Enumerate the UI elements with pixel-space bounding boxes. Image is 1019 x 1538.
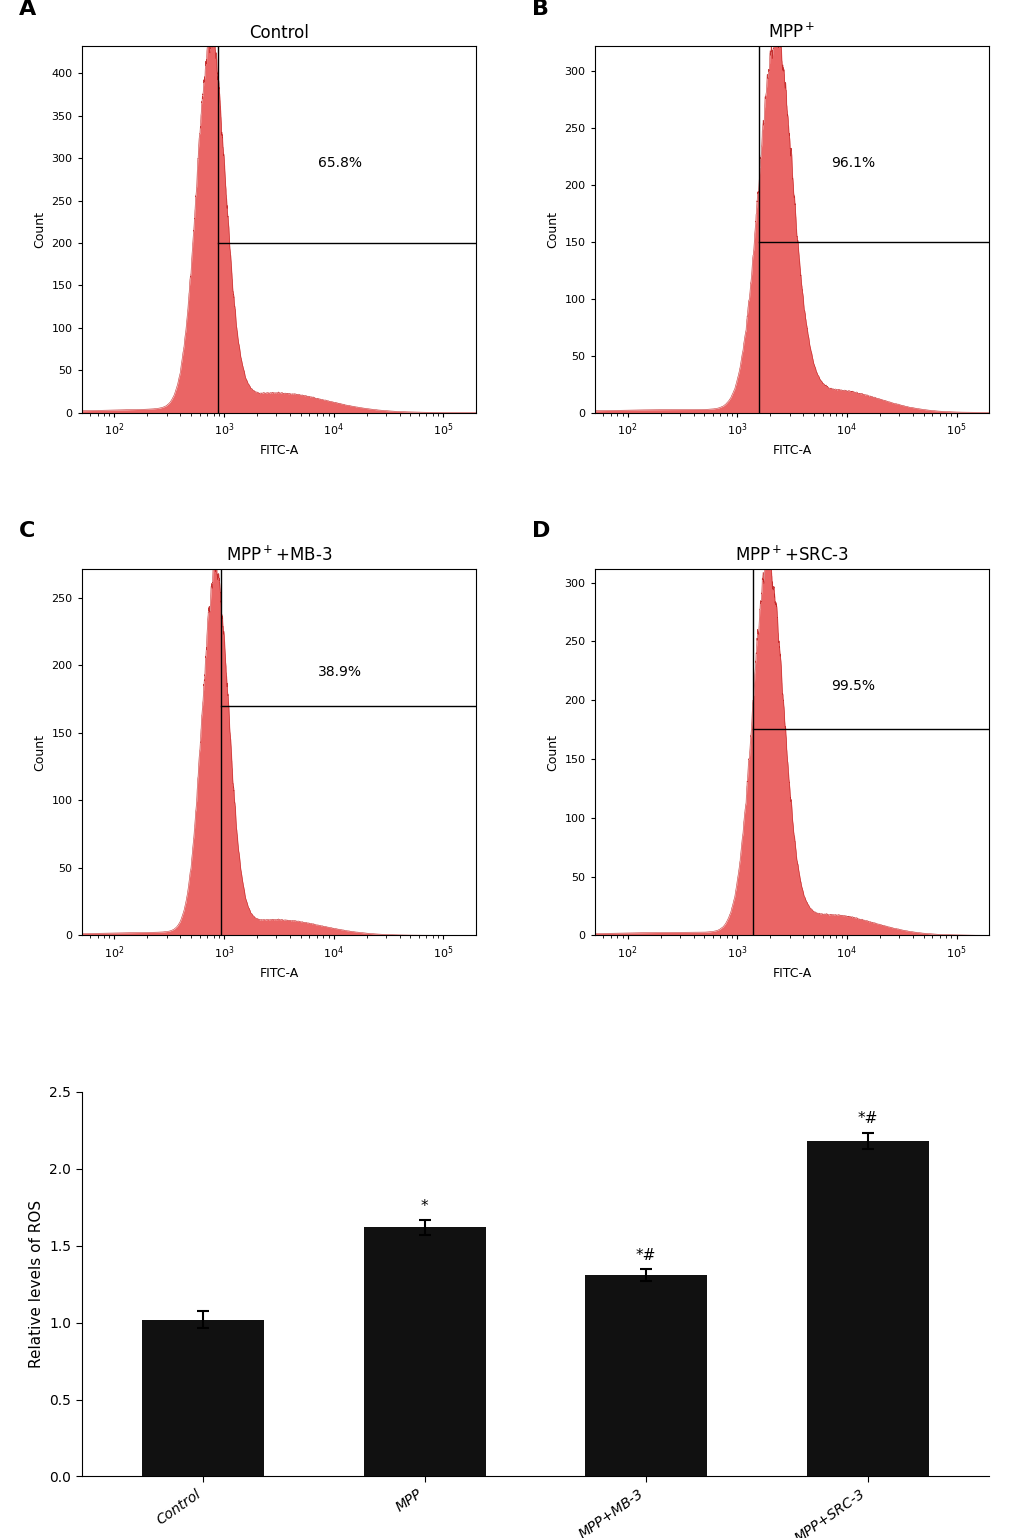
Text: A: A bbox=[18, 0, 36, 18]
X-axis label: FITC-A: FITC-A bbox=[259, 966, 299, 980]
X-axis label: FITC-A: FITC-A bbox=[771, 966, 811, 980]
Title: MPP$^+$+MB-3: MPP$^+$+MB-3 bbox=[225, 546, 332, 564]
Y-axis label: Count: Count bbox=[33, 734, 46, 771]
Text: C: C bbox=[18, 521, 35, 541]
Y-axis label: Count: Count bbox=[545, 734, 558, 771]
Text: 65.8%: 65.8% bbox=[318, 157, 362, 171]
Text: *: * bbox=[421, 1198, 428, 1213]
Text: D: D bbox=[531, 521, 549, 541]
Text: 38.9%: 38.9% bbox=[318, 664, 362, 678]
Y-axis label: Count: Count bbox=[33, 211, 46, 248]
Text: 99.5%: 99.5% bbox=[830, 680, 874, 694]
Y-axis label: Relative levels of ROS: Relative levels of ROS bbox=[29, 1200, 44, 1369]
Title: Control: Control bbox=[249, 23, 309, 42]
X-axis label: FITC-A: FITC-A bbox=[771, 443, 811, 457]
Text: B: B bbox=[531, 0, 548, 18]
Title: MPP$^+$: MPP$^+$ bbox=[767, 23, 815, 42]
Title: MPP$^+$+SRC-3: MPP$^+$+SRC-3 bbox=[735, 546, 849, 564]
Bar bbox=[806, 1141, 927, 1476]
X-axis label: FITC-A: FITC-A bbox=[259, 443, 299, 457]
Bar bbox=[364, 1227, 485, 1476]
Text: 96.1%: 96.1% bbox=[830, 157, 874, 171]
Bar bbox=[585, 1275, 706, 1476]
Bar bbox=[143, 1320, 264, 1476]
Text: *#: *# bbox=[857, 1112, 877, 1126]
Text: *#: *# bbox=[636, 1247, 656, 1263]
Y-axis label: Count: Count bbox=[545, 211, 558, 248]
